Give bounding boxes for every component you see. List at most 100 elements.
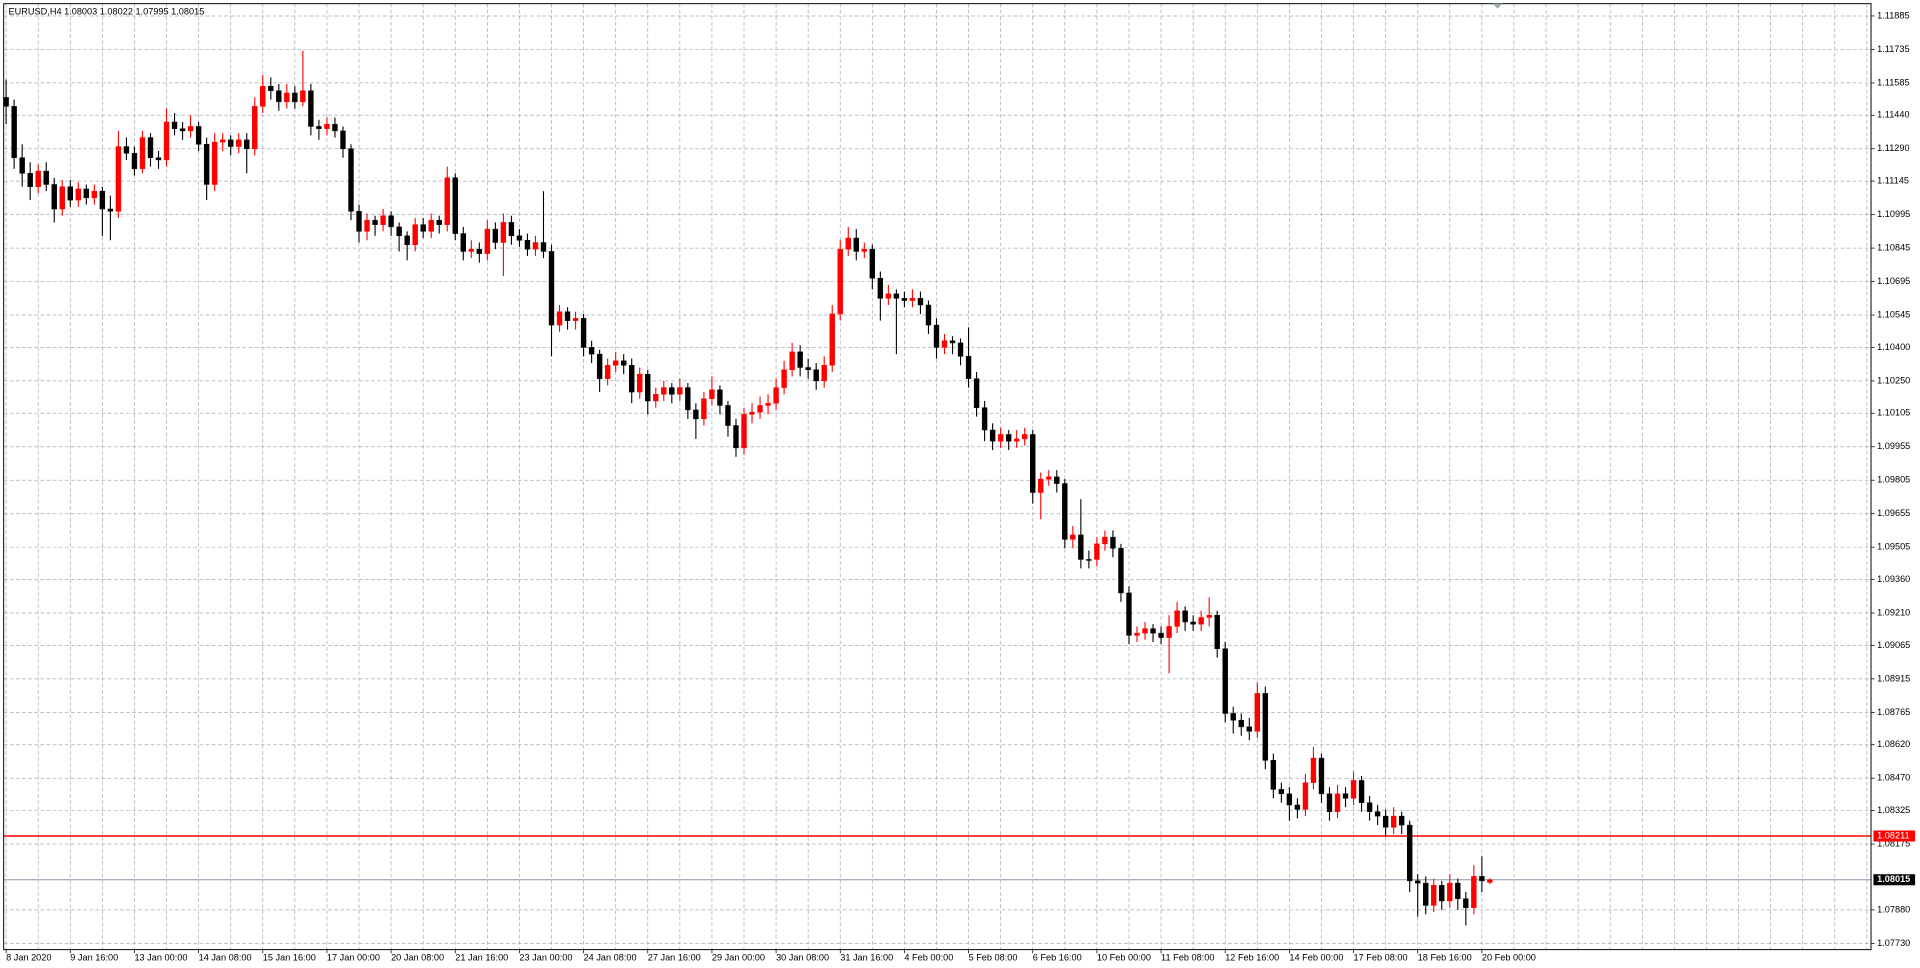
candle-body [925,304,932,326]
candle-body [1038,478,1044,493]
candle-body [1398,815,1405,826]
candle-body [621,360,627,366]
x-tick-label: 14 Jan 08:00 [199,953,252,963]
candle-body [1182,610,1188,623]
candle-body [236,139,242,147]
y-tick-label: 1.09065 [1877,640,1910,650]
candle-body [1431,885,1437,906]
y-tick-label: 1.09805 [1877,475,1910,485]
candle-body [524,240,531,250]
candle-body [11,106,17,158]
candle-body [356,211,362,232]
candle-body [1222,648,1228,714]
candle-body [19,157,25,174]
candle-body [452,177,458,234]
candle-body [773,387,779,404]
chart-title: EURUSD,H4 1.08003 1.08022 1.07995 1.0801… [9,7,205,17]
candle-body [1374,811,1381,817]
candle-body [211,141,218,185]
price-line-label: 1.08211 [1877,830,1909,840]
candle-body [949,340,956,344]
candle-body [1463,898,1469,908]
y-tick-label: 1.09505 [1877,542,1910,552]
candle-body [1238,719,1244,728]
candle-body [596,353,603,379]
y-tick-label: 1.11735 [1877,44,1909,54]
candle-body [973,378,980,408]
candle-body [155,157,162,161]
candle-body [123,146,130,154]
candle-body [637,373,643,393]
shift-marker [1492,3,1503,9]
candle-body [276,90,282,103]
candle-body [284,92,290,103]
candle-body [661,387,667,395]
y-tick-label: 1.11885 [1877,10,1909,20]
price-line-label-box [1873,830,1916,842]
candle-body [580,318,587,348]
candle-body [3,97,9,107]
candle-body [1118,548,1124,594]
candle-body [292,92,298,103]
candle-body [933,324,940,348]
x-tick-label: 27 Jan 16:00 [648,953,701,963]
candle-body [941,340,948,348]
candle-body [1134,632,1140,636]
y-tick-label: 1.08325 [1877,805,1910,815]
candle-body [1270,760,1277,790]
y-tick-label: 1.08915 [1877,673,1910,683]
candle-body [789,351,795,370]
candle-body [468,248,474,252]
candle-body [43,170,49,185]
candle-body [917,298,924,306]
candle-body [612,360,619,366]
y-tick-label: 1.10250 [1877,375,1910,385]
x-tick-label: 23 Jan 00:00 [519,953,572,963]
candle-body [1487,879,1493,883]
candle-body [308,90,314,127]
candle-body [388,215,394,228]
candle-body [139,137,146,170]
candle-body [51,184,57,210]
candle-body [693,409,699,420]
x-tick-label: 17 Feb 08:00 [1354,953,1408,963]
y-tick-label: 1.10845 [1877,243,1910,253]
candle-body [1382,815,1389,828]
candle-body [1318,757,1325,795]
x-tick-label: 4 Feb 00:00 [904,953,953,963]
x-tick-label: 18 Feb 16:00 [1418,953,1472,963]
candle-body [1415,880,1421,884]
candle-body [1350,780,1357,799]
candle-body [965,356,972,379]
candle-body [1214,615,1220,649]
x-tick-label: 31 Jan 16:00 [840,953,893,963]
candle-body [869,248,876,279]
candle-body [99,190,106,210]
x-tick-label: 20 Jan 08:00 [391,953,444,963]
plot-frame [3,3,1872,951]
candle-body [564,311,571,321]
x-tick-label: 17 Jan 00:00 [327,953,380,963]
x-tick-label: 13 Jan 00:00 [134,953,187,963]
candle-body [1230,713,1236,721]
candle-body [1022,434,1028,440]
candle-body [885,293,892,299]
candle-body [1471,876,1477,908]
candle-body [404,235,410,245]
candle-body [396,226,402,237]
candle-body [861,248,867,252]
candle-body [540,242,547,252]
candle-body [733,425,739,449]
x-tick-label: 29 Jan 00:00 [712,953,765,963]
x-tick-label: 5 Feb 08:00 [969,953,1018,963]
candle-body [1302,782,1309,810]
candle-body [653,394,659,402]
candle-body [171,121,178,129]
candle-body [364,219,370,232]
candle-body [1326,793,1333,812]
y-tick-label: 1.10995 [1877,209,1910,219]
y-tick-label: 1.10400 [1877,342,1910,352]
candle-body [821,365,827,382]
candle-body [1310,757,1317,783]
